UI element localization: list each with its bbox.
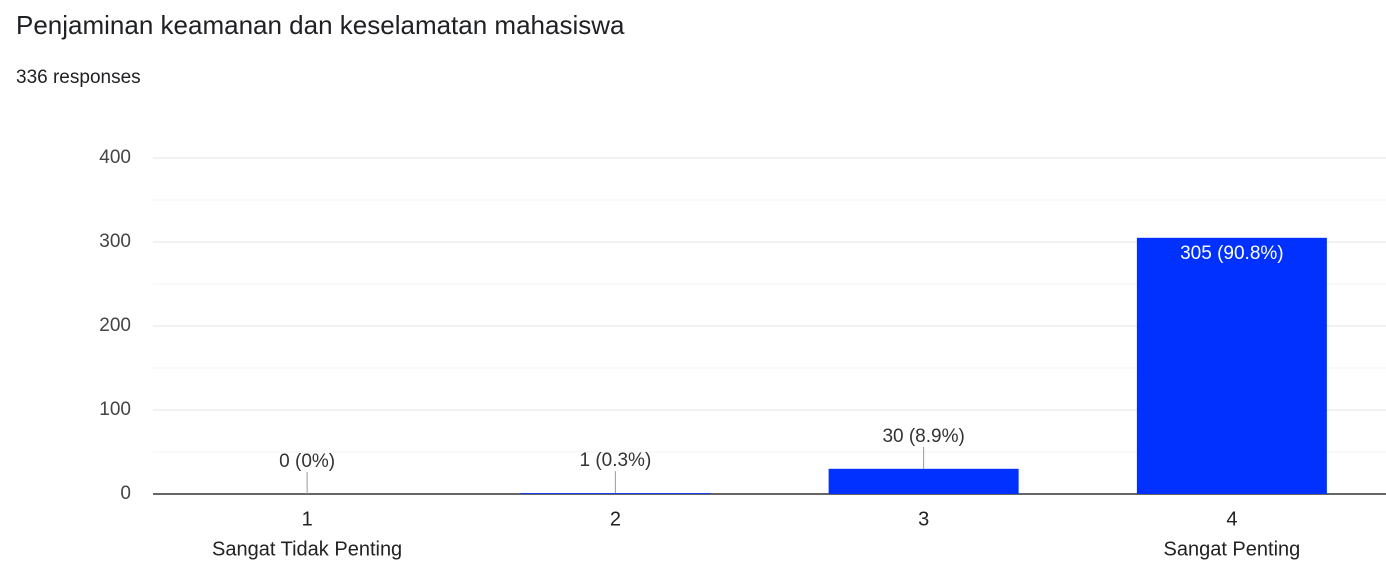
x-tick-label: 1 — [302, 508, 313, 530]
x-tick-label: 2 — [610, 508, 621, 530]
chart-title: Penjaminan keamanan dan keselamatan maha… — [16, 10, 625, 40]
chart-subtitle: 336 responses — [16, 67, 141, 88]
x-tick-label: 4 — [1226, 508, 1237, 530]
y-tick-label: 400 — [99, 147, 131, 168]
y-tick-label: 200 — [99, 315, 131, 336]
value-label: 305 (90.8%) — [1180, 243, 1284, 264]
value-label: 1 (0.3%) — [579, 450, 651, 471]
y-tick-label: 100 — [99, 399, 131, 420]
y-tick-label: 0 — [120, 483, 131, 504]
x-sublabel: Sangat Penting — [1163, 538, 1300, 560]
bar — [1136, 237, 1327, 495]
bar — [828, 468, 1019, 494]
x-sublabel: Sangat Tidak Penting — [212, 538, 402, 560]
value-label: 30 (8.9%) — [882, 426, 964, 447]
bar — [520, 493, 711, 494]
y-tick-label: 300 — [99, 231, 131, 252]
x-tick-label: 3 — [918, 508, 929, 530]
value-label: 0 (0%) — [279, 451, 335, 472]
